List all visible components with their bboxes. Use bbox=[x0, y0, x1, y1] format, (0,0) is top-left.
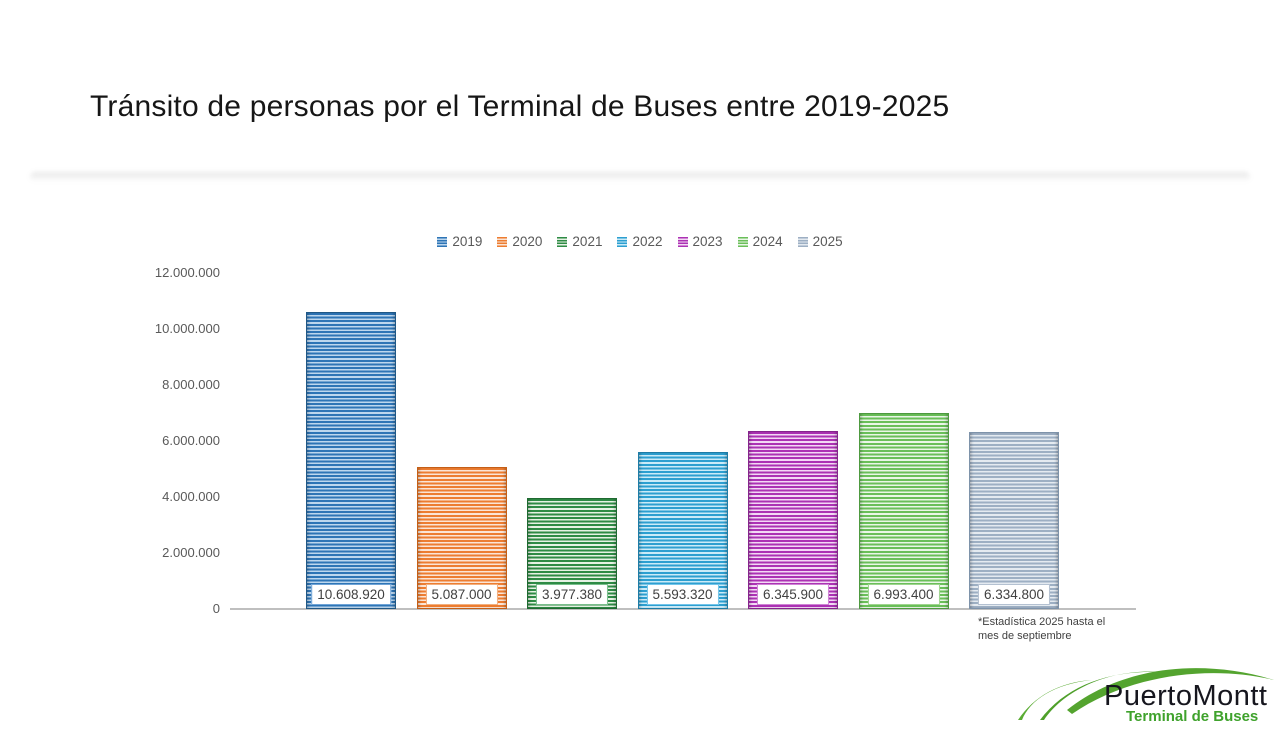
legend-label: 2022 bbox=[632, 234, 663, 249]
chart-legend: 2019 2020 2021 2022 2023 2024 2025 bbox=[0, 234, 1280, 249]
bar-2019: 10.608.920 bbox=[306, 312, 396, 609]
legend-marker-icon bbox=[677, 236, 688, 247]
logo-wordmark: PuertoMontt bbox=[1104, 680, 1268, 712]
footnote-line-1: *Estadística 2025 hasta el bbox=[978, 616, 1106, 628]
chart-footnote: *Estadística 2025 hasta el mes de septie… bbox=[978, 616, 1105, 643]
bar-2021: 3.977.380 bbox=[527, 498, 617, 609]
chart-title: Tránsito de personas por el Terminal de … bbox=[90, 90, 950, 123]
legend-item-2022: 2022 bbox=[617, 234, 663, 249]
bar-value-label: 5.087.000 bbox=[425, 584, 498, 605]
legend-label: 2019 bbox=[452, 234, 483, 249]
bar-2020: 5.087.000 bbox=[416, 467, 507, 609]
bar-value-label: 3.977.380 bbox=[535, 584, 609, 605]
y-axis-tick-label: 10.000.000 bbox=[154, 321, 220, 336]
legend-marker-icon bbox=[437, 236, 448, 247]
legend-marker-icon bbox=[557, 236, 568, 247]
legend-marker-icon bbox=[497, 236, 508, 247]
legend-label: 2023 bbox=[692, 234, 723, 249]
legend-label: 2020 bbox=[512, 234, 543, 249]
legend-marker-icon bbox=[797, 236, 808, 247]
legend-item-2025: 2025 bbox=[797, 234, 843, 249]
legend-item-2024: 2024 bbox=[737, 234, 783, 249]
legend-marker-icon bbox=[617, 236, 628, 247]
bar-value-label: 6.345.900 bbox=[756, 584, 830, 605]
legend-marker-icon bbox=[737, 236, 748, 247]
y-axis-tick-label: 8.000.000 bbox=[162, 377, 220, 392]
y-axis-tick-label: 6.000.000 bbox=[162, 433, 220, 448]
legend-item-2021: 2021 bbox=[557, 234, 602, 249]
logo-swoosh-icon bbox=[1018, 668, 1274, 720]
x-axis-line bbox=[230, 608, 1136, 610]
legend-label: 2021 bbox=[572, 234, 603, 249]
y-axis-tick-label: 12.000.000 bbox=[154, 265, 220, 280]
legend-label: 2025 bbox=[812, 234, 843, 249]
y-axis-tick-label: 2.000.000 bbox=[162, 545, 220, 560]
legend-label: 2024 bbox=[752, 234, 783, 249]
bar-value-label: 5.593.320 bbox=[646, 584, 719, 605]
title-divider bbox=[30, 172, 1250, 182]
legend-item-2023: 2023 bbox=[677, 234, 723, 249]
bar-2022: 5.593.320 bbox=[637, 452, 728, 609]
logo-subtitle: Terminal de Buses bbox=[1126, 708, 1259, 725]
legend-item-2019: 2019 bbox=[437, 234, 482, 249]
bar-2024: 6.993.400 bbox=[858, 413, 949, 609]
y-axis-tick-label: 4.000.000 bbox=[162, 489, 220, 504]
y-axis-tick-label: 0 bbox=[212, 601, 220, 616]
bar-value-label: 6.993.400 bbox=[867, 584, 940, 605]
bar-value-label: 10.608.920 bbox=[311, 584, 391, 605]
puertomontt-logo: PuertoMontt Terminal de Buses bbox=[1012, 662, 1280, 732]
footnote-line-2: mes de septiembre bbox=[978, 629, 1072, 642]
bar-value-label: 6.334.800 bbox=[977, 584, 1051, 605]
bar-2025: 6.334.800 bbox=[969, 432, 1059, 609]
bar-2023: 6.345.900 bbox=[748, 431, 838, 609]
legend-item-2020: 2020 bbox=[497, 234, 542, 249]
